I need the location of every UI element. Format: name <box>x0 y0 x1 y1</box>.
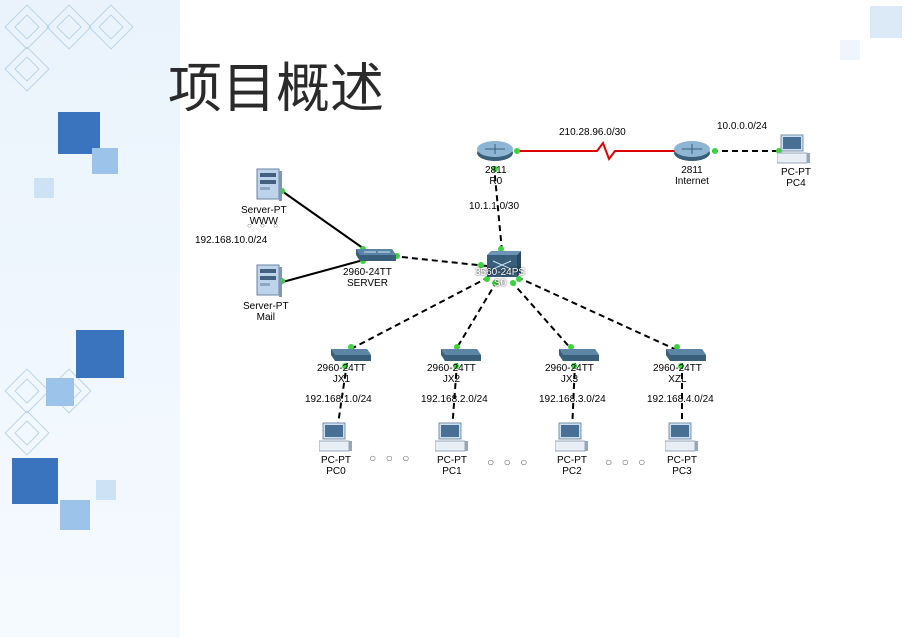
label-net-servers: 192.168.10.0/24 <box>195 235 267 246</box>
label-sw4: 2960-24TTXZL <box>653 363 702 385</box>
label-net3: 192.168.3.0/24 <box>539 394 606 405</box>
server-mail-icon <box>255 263 283 299</box>
network-diagram: Server-PTWWW 192.168.10.0/24 Server-PTMa… <box>187 111 873 521</box>
label-net4: 192.168.4.0/24 <box>647 394 714 405</box>
label-pc2: PC-PTPC2 <box>557 455 587 477</box>
pc0-icon <box>319 421 353 455</box>
pc3-icon <box>665 421 699 455</box>
switch-server-icon <box>352 243 396 263</box>
switch-jx2-icon <box>437 343 481 363</box>
label-net2: 192.168.2.0/24 <box>421 394 488 405</box>
server-www-icon <box>255 167 283 203</box>
pc2-icon <box>555 421 589 455</box>
label-internet: 2811Internet <box>675 165 709 187</box>
ellipsis-pc0: ○ ○ ○ <box>369 451 412 465</box>
router-r0-icon <box>475 139 515 163</box>
label-pc4: PC-PTPC4 <box>781 167 811 189</box>
label-l3: 3560-24PSS0 <box>475 267 525 289</box>
label-sw-server: 2960-24TTSERVER <box>343 267 392 289</box>
label-wan: 210.28.96.0/30 <box>559 127 626 138</box>
ellipsis-servers: ○ ○ ○ <box>247 221 281 230</box>
label-server-mail: Server-PTMail <box>243 301 289 323</box>
pc1-icon <box>435 421 469 455</box>
ellipsis-pc1: ○ ○ ○ <box>487 455 530 469</box>
label-sw2: 2960-24TTJX2 <box>427 363 476 385</box>
router-internet-icon <box>672 139 712 163</box>
pc4-icon <box>777 133 811 167</box>
label-net1: 192.168.1.0/24 <box>305 394 372 405</box>
switch-jx3-icon <box>555 343 599 363</box>
ellipsis-pc2: ○ ○ ○ <box>605 455 648 469</box>
switch-jx1-icon <box>327 343 371 363</box>
label-pc3: PC-PTPC3 <box>667 455 697 477</box>
label-pc1: PC-PTPC1 <box>437 455 467 477</box>
label-link-pc4: 10.0.0.0/24 <box>717 121 767 132</box>
label-r0: 2811R0 <box>485 165 507 187</box>
background-decoration <box>0 0 180 637</box>
deco-square <box>840 40 860 60</box>
label-sw1: 2960-24TTJX1 <box>317 363 366 385</box>
switch-xzl-icon <box>662 343 706 363</box>
label-link-r: 10.1.1.0/30 <box>469 201 519 212</box>
label-pc0: PC-PTPC0 <box>321 455 351 477</box>
label-sw3: 2960-24TTJX3 <box>545 363 594 385</box>
deco-square <box>870 6 902 38</box>
